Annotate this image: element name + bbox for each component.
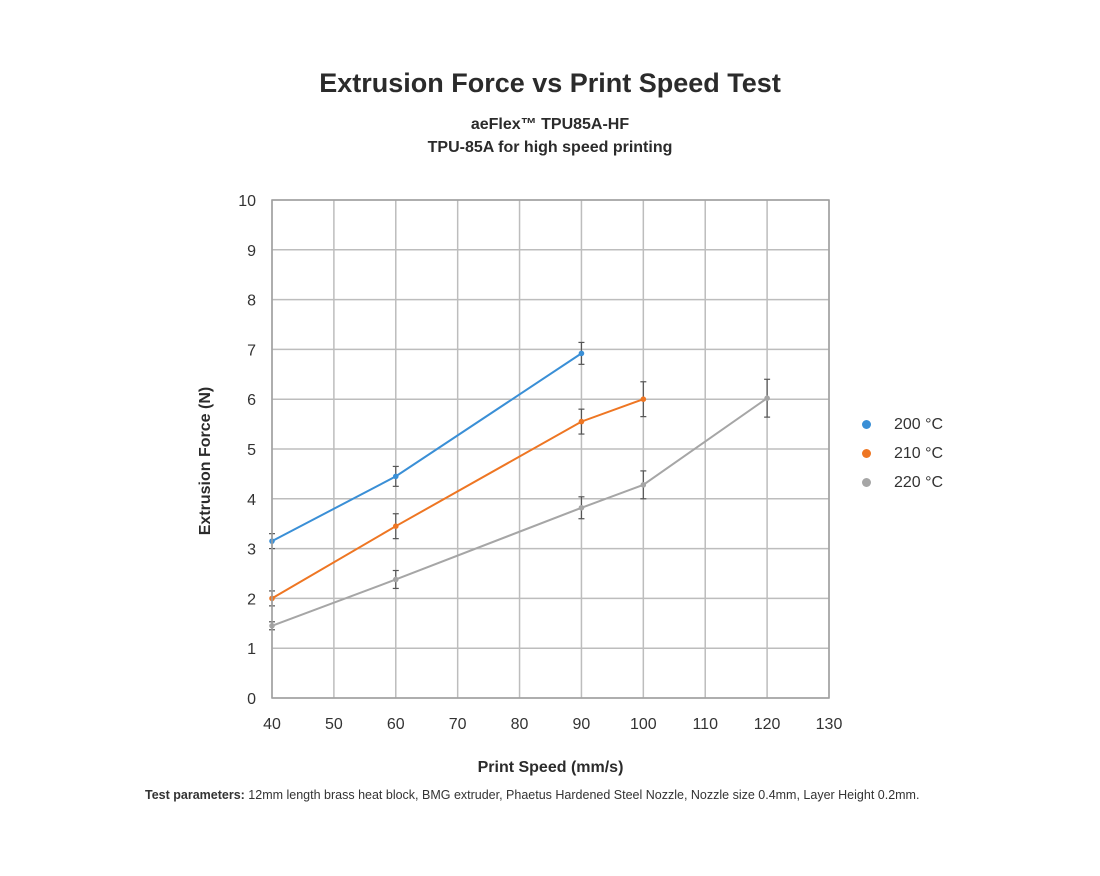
y-tick-label: 3 (247, 542, 256, 559)
y-tick-label: 8 (247, 293, 256, 310)
test-parameters-footnote: Test parameters: 12mm length brass heat … (145, 788, 919, 802)
x-tick-label: 40 (263, 716, 281, 733)
y-tick-label: 7 (247, 342, 256, 359)
x-tick-label: 90 (573, 716, 591, 733)
series-line-210 (271, 398, 644, 600)
chart-subtitle-line-1: aeFlex™ TPU85A-HF (470, 116, 630, 133)
x-tick-label: 70 (449, 716, 467, 733)
data-point-220 (578, 504, 585, 511)
legend-marker-210 (862, 449, 871, 458)
y-tick-label: 1 (247, 641, 256, 658)
legend-item-210: 210 °C (862, 439, 943, 468)
x-tick-label: 60 (387, 716, 405, 733)
y-tick-label: 9 (247, 243, 256, 260)
footnote-text: 12mm length brass heat block, BMG extrud… (248, 788, 920, 802)
y-axis-label: Extrusion Force (N) (197, 387, 214, 535)
chart-title: Extrusion Force vs Print Speed Test (319, 68, 781, 98)
y-tick-label: 0 (247, 691, 256, 708)
legend-label-210: 210 °C (894, 444, 944, 462)
data-point-200 (578, 350, 585, 357)
y-tick-label: 2 (247, 591, 256, 608)
legend-item-220: 220 °C (862, 468, 943, 497)
x-tick-label: 130 (816, 716, 843, 733)
y-tick-label: 4 (247, 492, 256, 509)
y-tick-label: 6 (247, 392, 256, 409)
data-point-220 (640, 482, 647, 488)
data-point-220 (764, 395, 770, 402)
legend-marker-200 (862, 420, 871, 429)
data-point-200 (392, 473, 399, 480)
y-tick-label: 5 (247, 442, 256, 459)
plot-border (271, 199, 830, 699)
x-axis-label: Print Speed (mm/s) (478, 759, 624, 776)
legend-label-220: 220 °C (894, 473, 944, 491)
legend-marker-220 (862, 478, 871, 487)
x-tick-label: 80 (511, 716, 529, 733)
data-point-210 (640, 396, 647, 403)
chart-subtitle-line-2: TPU-85A for high speed printing (427, 139, 673, 156)
y-tick-label: 10 (238, 193, 256, 210)
legend-item-200: 200 °C (862, 410, 943, 439)
x-tick-label: 110 (692, 716, 718, 733)
x-tick-label: 50 (325, 716, 343, 733)
x-tick-label: 100 (630, 716, 657, 733)
chart-legend: 200 °C 210 °C 220 °C (862, 410, 943, 497)
data-point-210 (578, 418, 585, 425)
x-tick-label: 120 (754, 716, 781, 733)
data-point-220 (392, 576, 399, 583)
legend-label-200: 200 °C (894, 415, 944, 433)
data-point-210 (392, 523, 399, 529)
footnote-label: Test parameters: (145, 788, 245, 802)
